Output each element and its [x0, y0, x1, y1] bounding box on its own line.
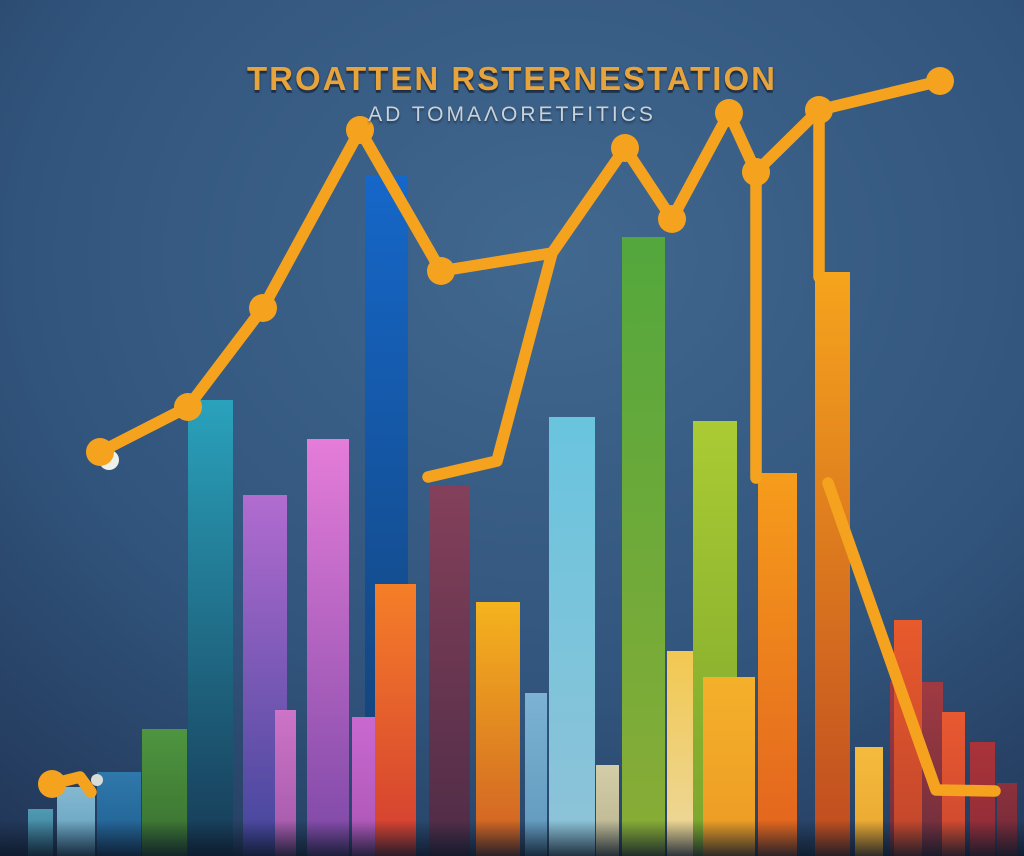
- trend-line-main: [94, 75, 946, 458]
- trend-line-marker: [742, 158, 770, 186]
- trend-line-marker: [805, 96, 833, 124]
- trend-line-marker: [86, 438, 114, 466]
- bar-orange: [758, 473, 797, 856]
- bar-pink: [307, 439, 349, 856]
- bars-layer: [28, 175, 1017, 856]
- bar-teal-tall: [188, 400, 233, 856]
- bar-maroon: [429, 486, 470, 856]
- bar-redorange: [375, 584, 416, 856]
- bar-sky: [549, 417, 595, 856]
- trend-line-marker: [611, 134, 639, 162]
- trend-line-marker: [658, 205, 686, 233]
- bar-orange-tall: [815, 272, 850, 856]
- line-highlight-artifact: [91, 774, 103, 786]
- trend-line-descending: [822, 477, 1001, 797]
- trend-line-marker: [427, 257, 455, 285]
- bar-steel-small: [525, 693, 547, 856]
- bottom-fade: [0, 820, 1024, 856]
- trend-line-marker: [249, 294, 277, 322]
- trend-line-marker: [38, 770, 66, 798]
- trend-line-marker: [715, 99, 743, 127]
- trend-line-layer: [38, 67, 1001, 798]
- bar-amber: [476, 602, 520, 856]
- bar-green-tall: [622, 237, 665, 856]
- trend-line-marker: [926, 67, 954, 95]
- trend-line-marker: [174, 393, 202, 421]
- trend-line-marker: [346, 116, 374, 144]
- trend-line-branch-left: [422, 247, 558, 483]
- bar-pink-small: [275, 710, 296, 856]
